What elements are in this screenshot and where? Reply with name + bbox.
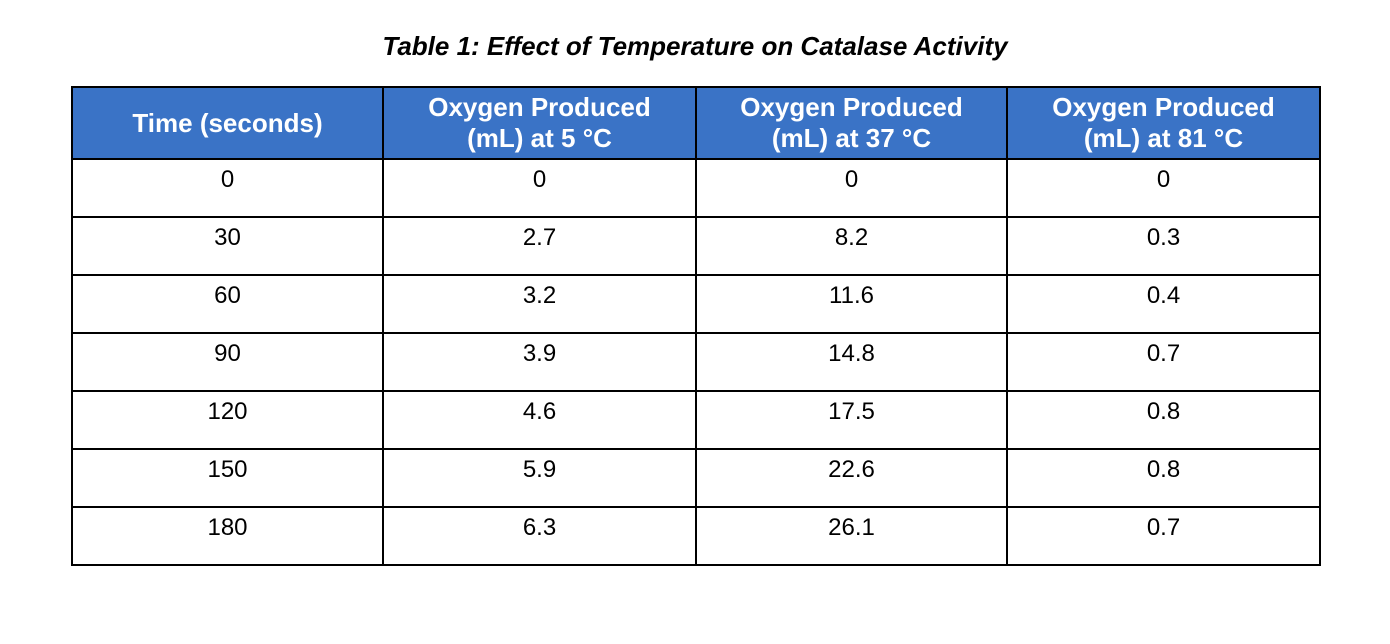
table-row: 90 3.9 14.8 0.7 [71, 332, 1321, 392]
header-oxygen-5c: Oxygen Produced (mL) at 5 °C [382, 86, 697, 160]
table-title: Table 1: Effect of Temperature on Catala… [382, 31, 1008, 61]
header-oxygen-37c-line2: (mL) at 37 °C [771, 123, 932, 153]
header-oxygen-37c-line1: Oxygen Produced [740, 92, 963, 122]
data-table: Time (seconds) Oxygen Produced (mL) at 5… [71, 86, 1321, 566]
cell-5c: 6.3 [382, 506, 697, 566]
cell-81c: 0.4 [1006, 274, 1321, 334]
cell-37c: 14.8 [695, 332, 1008, 392]
table-row: 150 5.9 22.6 0.8 [71, 448, 1321, 508]
cell-5c: 5.9 [382, 448, 697, 508]
header-row: Time (seconds) Oxygen Produced (mL) at 5… [71, 86, 1321, 160]
cell-37c: 8.2 [695, 216, 1008, 276]
header-time-label: Time (seconds) [132, 107, 323, 138]
header-oxygen-37c: Oxygen Produced (mL) at 37 °C [695, 86, 1008, 160]
header-oxygen-81c: Oxygen Produced (mL) at 81 °C [1006, 86, 1321, 160]
table-row: 60 3.2 11.6 0.4 [71, 274, 1321, 334]
cell-5c: 4.6 [382, 390, 697, 450]
table-row: 30 2.7 8.2 0.3 [71, 216, 1321, 276]
table-row: 120 4.6 17.5 0.8 [71, 390, 1321, 450]
cell-5c: 2.7 [382, 216, 697, 276]
cell-time: 150 [71, 448, 384, 508]
cell-time: 120 [71, 390, 384, 450]
cell-time: 0 [71, 158, 384, 218]
cell-81c: 0.3 [1006, 216, 1321, 276]
cell-37c: 0 [695, 158, 1008, 218]
header-oxygen-5c-line2: (mL) at 5 °C [467, 123, 612, 153]
cell-time: 90 [71, 332, 384, 392]
cell-37c: 22.6 [695, 448, 1008, 508]
header-time: Time (seconds) [71, 86, 384, 160]
table-row: 180 6.3 26.1 0.7 [71, 506, 1321, 566]
cell-time: 180 [71, 506, 384, 566]
cell-81c: 0.8 [1006, 390, 1321, 450]
cell-5c: 3.2 [382, 274, 697, 334]
cell-37c: 11.6 [695, 274, 1008, 334]
cell-5c: 3.9 [382, 332, 697, 392]
cell-5c: 0 [382, 158, 697, 218]
header-oxygen-81c-line2: (mL) at 81 °C [1083, 123, 1244, 153]
cell-81c: 0 [1006, 158, 1321, 218]
cell-37c: 17.5 [695, 390, 1008, 450]
cell-time: 30 [71, 216, 384, 276]
cell-37c: 26.1 [695, 506, 1008, 566]
cell-81c: 0.8 [1006, 448, 1321, 508]
cell-time: 60 [71, 274, 384, 334]
table-row: 0 0 0 0 [71, 158, 1321, 218]
header-oxygen-5c-line1: Oxygen Produced [428, 92, 651, 122]
cell-81c: 0.7 [1006, 506, 1321, 566]
header-oxygen-81c-line1: Oxygen Produced [1052, 92, 1275, 122]
cell-81c: 0.7 [1006, 332, 1321, 392]
